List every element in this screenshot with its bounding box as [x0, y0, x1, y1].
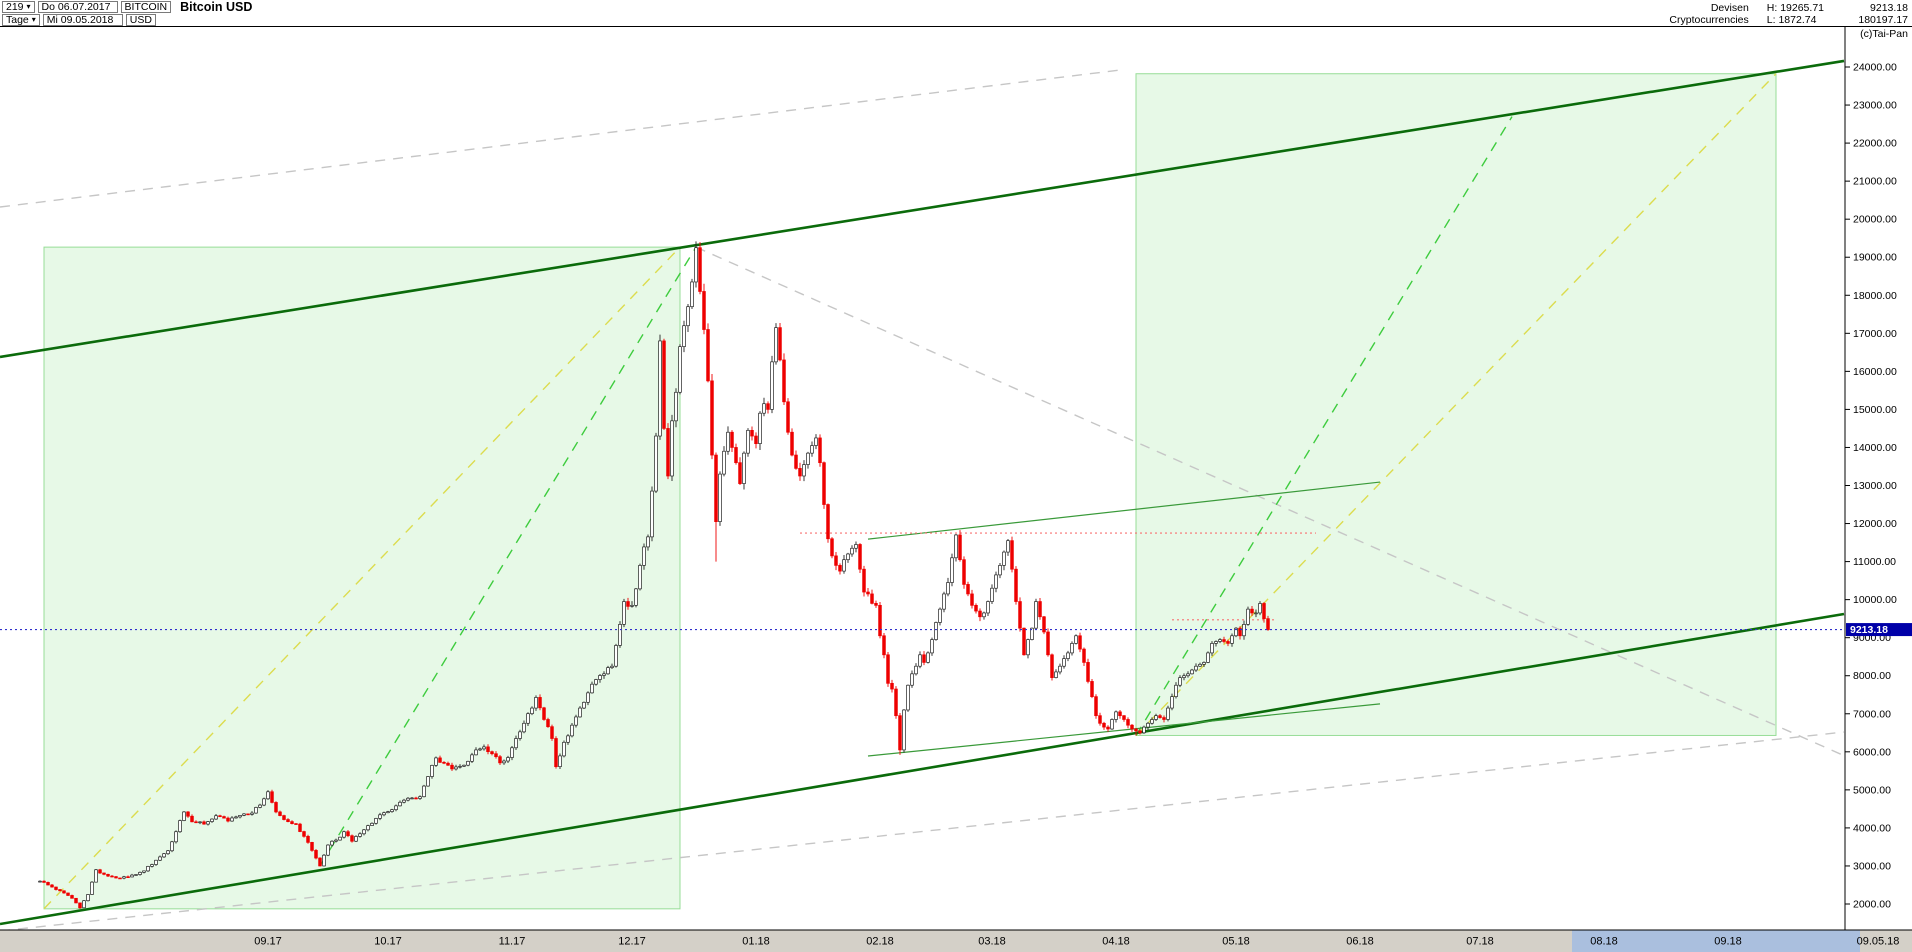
last-price-info: 9213.18 180197.17	[1842, 2, 1908, 26]
time-axis[interactable]: 09.17 10.17 11.17 12.17 01.18 02.18 03.18 04.18…	[0, 929, 1912, 952]
header-row-2: Tage ▾ Mi 09.05.2018 USD	[2, 14, 252, 26]
end-date-field[interactable]: Mi 09.05.2018	[42, 14, 123, 26]
secondary-value: 180197.17	[1858, 14, 1908, 26]
svg-text:09.18: 09.18	[1714, 936, 1742, 948]
last-price-tag	[1846, 623, 1912, 637]
range-high: H: 19265.71	[1766, 2, 1824, 14]
svg-text:19000.00: 19000.00	[1853, 252, 1897, 264]
end-date-label: 09.05.18	[1857, 936, 1900, 948]
credit-label: (c)Tai-Pan	[1860, 28, 1908, 40]
category-line-2: Cryptocurrencies	[1669, 14, 1749, 26]
instrument-category: Devisen Cryptocurrencies	[1669, 2, 1748, 26]
channel-lower	[0, 612, 1845, 926]
channel-upper	[0, 59, 1845, 359]
svg-text:03.18: 03.18	[978, 936, 1006, 948]
svg-text:11.17: 11.17	[499, 936, 526, 948]
range-low: L: 1872.74	[1766, 14, 1817, 26]
svg-text:2000.00: 2000.00	[1853, 899, 1891, 911]
gray-trendline-falling	[695, 246, 1845, 757]
symbol-field[interactable]: BITCOIN	[120, 1, 172, 13]
svg-text:04.18: 04.18	[1102, 936, 1130, 948]
green-trendline-2	[1135, 116, 1513, 736]
svg-text:6000.00: 6000.00	[1853, 746, 1891, 758]
svg-text:8000.00: 8000.00	[1853, 670, 1891, 682]
chevron-down-icon: ▾	[26, 2, 31, 11]
svg-text:12.17: 12.17	[618, 936, 646, 948]
gray-trendline-upper	[0, 69, 1121, 208]
svg-text:12000.00: 12000.00	[1853, 518, 1897, 530]
svg-text:22000.00: 22000.00	[1853, 138, 1897, 150]
svg-text:24000.00: 24000.00	[1853, 62, 1897, 74]
high-low-info: H: 19265.71 L: 1872.74	[1767, 2, 1824, 26]
svg-text:3000.00: 3000.00	[1853, 860, 1891, 872]
header-row-1: 219 ▾ Do 06.07.2017 BITCOIN Bitcoin USD	[2, 0, 253, 14]
svg-text:16000.00: 16000.00	[1853, 366, 1897, 378]
last-price-value: 9213.18	[1870, 2, 1908, 14]
header-left: 219 ▾ Do 06.07.2017 BITCOIN Bitcoin USD …	[2, 0, 253, 26]
chevron-down-icon: ▾	[31, 15, 36, 24]
price-axis[interactable]: 2000.00 3000.00 4000.00 5000.00 6000.00 7000.…	[1844, 27, 1912, 952]
time-range-highlight	[1572, 930, 1860, 952]
svg-text:15000.00: 15000.00	[1853, 404, 1897, 416]
svg-text:20000.00: 20000.00	[1853, 214, 1897, 226]
svg-text:07.18: 07.18	[1466, 936, 1494, 948]
svg-text:9213.18: 9213.18	[1850, 624, 1888, 636]
svg-text:7000.00: 7000.00	[1853, 708, 1891, 720]
svg-text:02.18: 02.18	[866, 936, 894, 948]
bars-count-value: 219	[6, 0, 24, 13]
period-value: Tage	[6, 13, 29, 26]
bars-count-dropdown[interactable]: 219 ▾	[2, 1, 35, 13]
plot-layer	[0, 59, 1845, 930]
minor-channel-lower	[867, 703, 1381, 757]
category-line-1: Devisen	[1710, 2, 1749, 14]
svg-text:13000.00: 13000.00	[1853, 480, 1897, 492]
svg-text:01.18: 01.18	[742, 936, 770, 948]
svg-text:17000.00: 17000.00	[1853, 328, 1897, 340]
svg-text:18000.00: 18000.00	[1853, 290, 1897, 302]
candles-layer	[38, 241, 1270, 909]
currency-field[interactable]: USD	[125, 14, 156, 26]
svg-text:23000.00: 23000.00	[1853, 100, 1897, 112]
svg-text:08.18: 08.18	[1590, 936, 1618, 948]
chart-title: Bitcoin USD	[180, 0, 253, 14]
svg-text:14000.00: 14000.00	[1853, 442, 1897, 454]
green-trendline-1	[319, 246, 697, 867]
minor-channel-upper	[867, 481, 1381, 540]
svg-text:5000.00: 5000.00	[1853, 784, 1891, 796]
yellow-trendline-1	[43, 246, 681, 910]
header-right: Devisen Cryptocurrencies H: 19265.71 L: …	[1669, 1, 1908, 26]
svg-text:09.17: 09.17	[254, 936, 282, 948]
svg-text:06.18: 06.18	[1346, 936, 1374, 948]
gray-trendline-lower	[2, 731, 1845, 930]
svg-text:10.17: 10.17	[374, 936, 402, 948]
svg-text:05.18: 05.18	[1222, 936, 1250, 948]
svg-text:10000.00: 10000.00	[1853, 594, 1897, 606]
chart-header: 219 ▾ Do 06.07.2017 BITCOIN Bitcoin USD …	[0, 0, 1912, 27]
svg-text:4000.00: 4000.00	[1853, 822, 1891, 834]
period-dropdown[interactable]: Tage ▾	[2, 14, 40, 26]
start-date-field[interactable]: Do 06.07.2017	[37, 1, 118, 13]
svg-text:21000.00: 21000.00	[1853, 176, 1897, 188]
svg-text:11000.00: 11000.00	[1853, 556, 1896, 568]
